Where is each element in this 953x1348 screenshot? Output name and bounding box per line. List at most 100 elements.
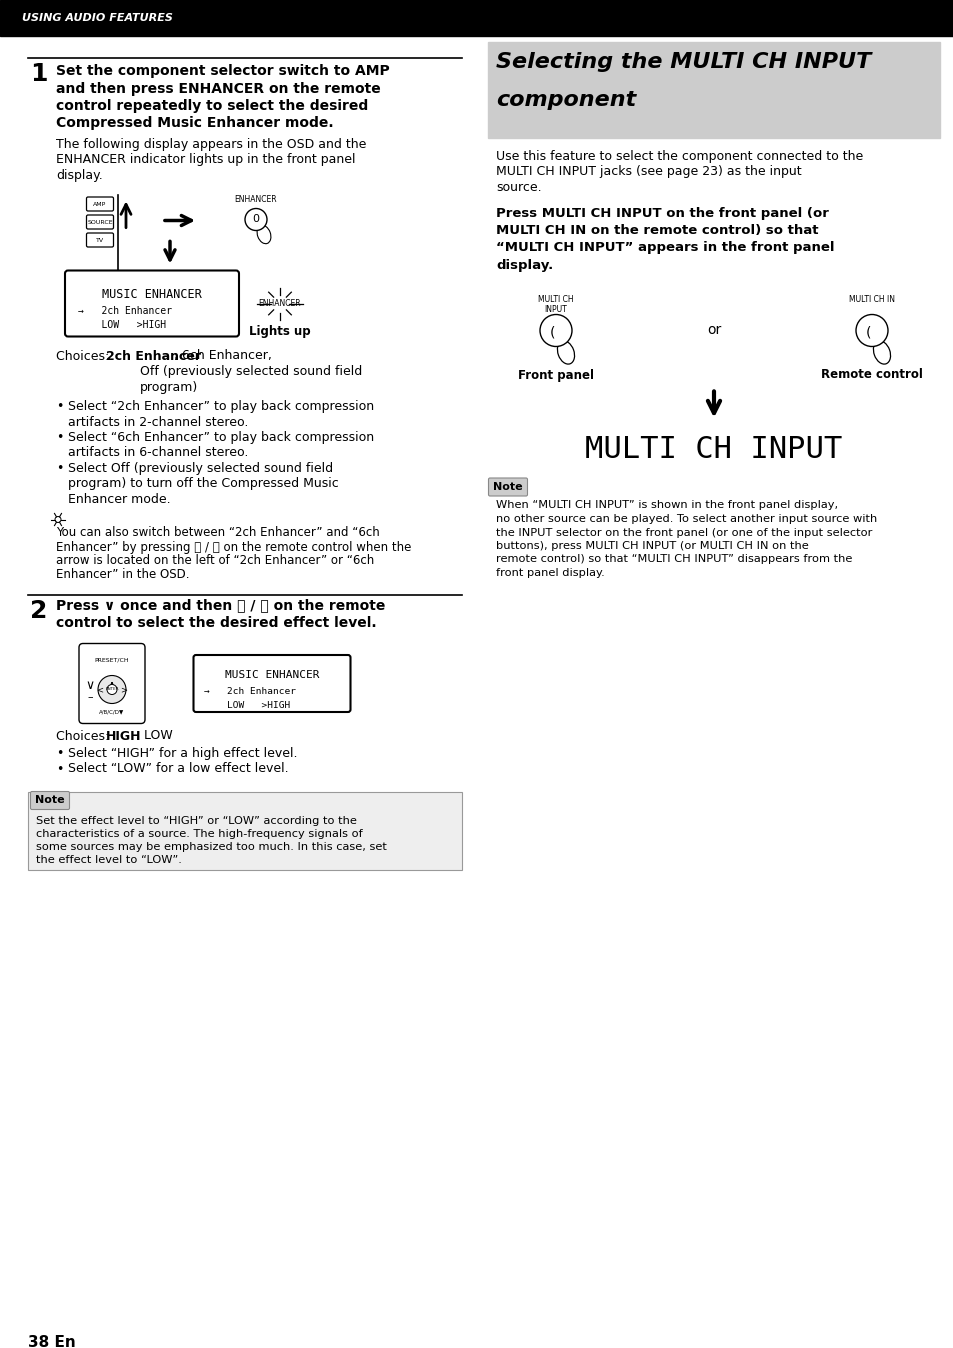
Text: Compressed Music Enhancer mode.: Compressed Music Enhancer mode. xyxy=(56,116,334,131)
Text: ENHANCER indicator lights up in the front panel: ENHANCER indicator lights up in the fron… xyxy=(56,154,355,167)
Bar xyxy=(28,793,461,869)
Text: Enhancer mode.: Enhancer mode. xyxy=(68,493,171,506)
Circle shape xyxy=(245,209,267,231)
Circle shape xyxy=(98,675,126,704)
Text: MULTI CH INPUT jacks (see page 23) as the input: MULTI CH INPUT jacks (see page 23) as th… xyxy=(496,166,801,178)
Text: Enhancer” by pressing 〈 / 〉 on the remote control when the: Enhancer” by pressing 〈 / 〉 on the remot… xyxy=(56,541,411,554)
Text: A/B/C/D▼: A/B/C/D▼ xyxy=(99,709,125,714)
Text: Set the effect level to “HIGH” or “LOW” according to the: Set the effect level to “HIGH” or “LOW” … xyxy=(36,816,356,826)
Text: Choices:: Choices: xyxy=(56,349,113,363)
Text: Select “LOW” for a low effect level.: Select “LOW” for a low effect level. xyxy=(68,763,289,775)
Text: •: • xyxy=(56,747,63,760)
Text: You can also switch between “2ch Enhancer” and “6ch: You can also switch between “2ch Enhance… xyxy=(56,527,379,539)
Text: program) to turn off the Compressed Music: program) to turn off the Compressed Musi… xyxy=(68,477,338,491)
Text: >: > xyxy=(120,685,128,694)
Text: MUSIC ENHANCER: MUSIC ENHANCER xyxy=(102,287,202,301)
Text: display.: display. xyxy=(56,168,103,182)
Text: the effect level to “LOW”.: the effect level to “LOW”. xyxy=(36,855,182,865)
Text: <: < xyxy=(96,685,103,694)
Text: •: • xyxy=(56,763,63,775)
Circle shape xyxy=(55,516,61,523)
Text: ENHANCER: ENHANCER xyxy=(234,194,277,204)
FancyBboxPatch shape xyxy=(193,655,350,712)
Text: •: • xyxy=(56,462,63,474)
FancyBboxPatch shape xyxy=(87,214,113,229)
Text: USING AUDIO FEATURES: USING AUDIO FEATURES xyxy=(22,13,172,23)
Text: 0: 0 xyxy=(253,214,259,225)
Text: control to select the desired effect level.: control to select the desired effect lev… xyxy=(56,616,376,630)
Text: , LOW: , LOW xyxy=(136,729,172,743)
FancyBboxPatch shape xyxy=(87,197,113,212)
Text: Note: Note xyxy=(493,481,522,492)
Text: 38 En: 38 En xyxy=(28,1335,75,1348)
Text: source.: source. xyxy=(496,181,541,194)
Text: Select “2ch Enhancer” to play back compression: Select “2ch Enhancer” to play back compr… xyxy=(68,400,374,412)
Circle shape xyxy=(539,314,572,346)
Ellipse shape xyxy=(873,341,890,364)
Text: MUSIC ENHANCER: MUSIC ENHANCER xyxy=(225,670,319,681)
Text: remote control) so that “MULTI CH INPUT” disappears from the: remote control) so that “MULTI CH INPUT”… xyxy=(496,554,851,565)
Text: ∨: ∨ xyxy=(86,679,94,692)
Text: MULTI CH INPUT: MULTI CH INPUT xyxy=(585,434,841,464)
Text: MULTI CH IN on the remote control) so that: MULTI CH IN on the remote control) so th… xyxy=(496,224,818,237)
Ellipse shape xyxy=(256,225,271,244)
Text: characteristics of a source. The high-frequency signals of: characteristics of a source. The high-fr… xyxy=(36,829,362,838)
FancyBboxPatch shape xyxy=(79,643,145,724)
Text: Enhancer” in the OSD.: Enhancer” in the OSD. xyxy=(56,569,190,581)
FancyBboxPatch shape xyxy=(488,479,527,496)
Text: →   2ch Enhancer: → 2ch Enhancer xyxy=(204,687,295,697)
Bar xyxy=(0,0,953,36)
Ellipse shape xyxy=(557,341,574,364)
Text: Set the component selector switch to AMP: Set the component selector switch to AMP xyxy=(56,63,390,78)
Text: –: – xyxy=(87,693,92,702)
Text: 2: 2 xyxy=(30,599,48,623)
Text: Choices:: Choices: xyxy=(56,729,113,743)
Text: display.: display. xyxy=(496,259,553,272)
Text: MULTI CH IN: MULTI CH IN xyxy=(848,294,894,303)
Circle shape xyxy=(855,314,887,346)
Text: artifacts in 6-channel stereo.: artifacts in 6-channel stereo. xyxy=(68,446,248,460)
Text: Lights up: Lights up xyxy=(249,325,311,338)
FancyBboxPatch shape xyxy=(87,233,113,247)
Text: or: or xyxy=(706,324,720,337)
Text: buttons), press MULTI CH INPUT (or MULTI CH IN on the: buttons), press MULTI CH INPUT (or MULTI… xyxy=(496,541,808,551)
Text: (: ( xyxy=(865,325,871,340)
Text: control repeatedly to select the desired: control repeatedly to select the desired xyxy=(56,98,368,113)
Text: and then press ENHANCER on the remote: and then press ENHANCER on the remote xyxy=(56,81,380,96)
Text: some sources may be emphasized too much. In this case, set: some sources may be emphasized too much.… xyxy=(36,842,387,852)
Text: Use this feature to select the component connected to the: Use this feature to select the component… xyxy=(496,150,862,163)
Text: SOURCE: SOURCE xyxy=(87,220,112,225)
Text: “MULTI CH INPUT” appears in the front panel: “MULTI CH INPUT” appears in the front pa… xyxy=(496,241,834,255)
Text: •: • xyxy=(56,400,63,412)
Text: MULTI CH
INPUT: MULTI CH INPUT xyxy=(537,294,573,314)
Text: ENHANCER: ENHANCER xyxy=(258,299,301,307)
FancyBboxPatch shape xyxy=(65,271,239,337)
Text: arrow is located on the left of “2ch Enhancer” or “6ch: arrow is located on the left of “2ch Enh… xyxy=(56,554,374,568)
Text: PRESET/CH: PRESET/CH xyxy=(94,658,130,662)
Text: Note: Note xyxy=(35,795,65,805)
Text: Front panel: Front panel xyxy=(517,368,594,381)
Text: 2ch Enhancer: 2ch Enhancer xyxy=(106,349,201,363)
Text: LOW   >HIGH: LOW >HIGH xyxy=(78,321,166,330)
Text: Press MULTI CH INPUT on the front panel (or: Press MULTI CH INPUT on the front panel … xyxy=(496,206,828,220)
Text: The following display appears in the OSD and the: The following display appears in the OSD… xyxy=(56,137,366,151)
Text: Remote control: Remote control xyxy=(821,368,922,381)
Text: Off (previously selected sound field: Off (previously selected sound field xyxy=(140,365,362,377)
Text: TV: TV xyxy=(96,237,104,243)
Text: Select “HIGH” for a high effect level.: Select “HIGH” for a high effect level. xyxy=(68,747,297,760)
Text: the INPUT selector on the front panel (or one of the input selector: the INPUT selector on the front panel (o… xyxy=(496,527,871,538)
Text: 1: 1 xyxy=(30,62,48,86)
FancyBboxPatch shape xyxy=(30,791,70,810)
Text: AMP: AMP xyxy=(93,201,107,206)
Text: program): program) xyxy=(140,380,198,394)
Text: →   2ch Enhancer: → 2ch Enhancer xyxy=(78,306,172,315)
Text: no other source can be played. To select another input source with: no other source can be played. To select… xyxy=(496,514,877,524)
Bar xyxy=(488,42,939,137)
Text: , 6ch Enhancer,: , 6ch Enhancer, xyxy=(173,349,272,363)
Text: Select “6ch Enhancer” to play back compression: Select “6ch Enhancer” to play back compr… xyxy=(68,431,374,443)
Text: artifacts in 2-channel stereo.: artifacts in 2-channel stereo. xyxy=(68,415,248,429)
Text: Select Off (previously selected sound field: Select Off (previously selected sound fi… xyxy=(68,462,333,474)
Text: Press ∨ once and then 〈 / 〉 on the remote: Press ∨ once and then 〈 / 〉 on the remot… xyxy=(56,599,385,612)
Text: ENTER: ENTER xyxy=(105,687,119,692)
Text: front panel display.: front panel display. xyxy=(496,568,604,578)
